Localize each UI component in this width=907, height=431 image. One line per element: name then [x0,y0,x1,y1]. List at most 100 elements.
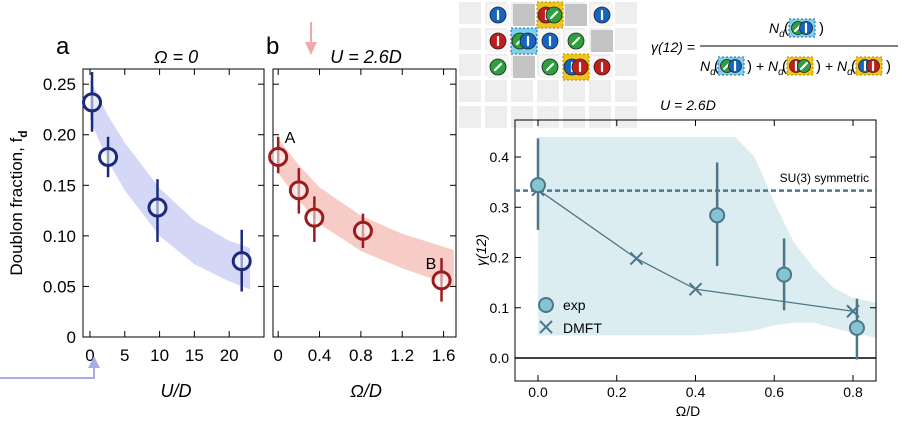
legend-dmft-label: DMFT [563,320,602,336]
panel-label-b: b [266,33,279,60]
lattice-faint-cell [459,28,481,50]
panel-b-xtick-label: 0 [273,346,282,365]
panel-a-xtick-label: 10 [150,346,169,365]
formula-den-n2-symbol: N [768,58,779,74]
formula-numerator-n: Nd [769,20,785,40]
exp-data-point [530,177,546,194]
panel-b-frame [272,68,457,338]
formula-numerator-pair [788,18,816,38]
panel-a-xlabel: U/D [161,381,192,401]
panel-b-data-point [352,220,373,241]
lattice-atom-green-spin [545,62,555,72]
panel-c-ytick-label: 0.3 [490,199,510,215]
panel-c-ytick-label: 0.0 [490,350,510,366]
lattice-faint-cell [615,54,637,76]
exp-data-point [776,266,793,283]
formula-den-pair-1 [717,56,745,76]
panel-c: U = 2.6D 0.00.10.20.30.40.0 0.2 0.4 0.6 0.8 … [473,97,877,419]
lattice-faint-cell [459,106,481,128]
lattice-cell [513,4,535,26]
lattice-atom-green-spin [493,62,503,72]
su3-reference-label: SU(3) symmetric [780,171,869,185]
panel-b-data-point [288,180,309,201]
panel-b-xtick-label: 1.6 [432,346,456,365]
panel-a-ylabel: Doublon fraction, fd [7,130,30,275]
dmft-line [537,189,854,312]
formula-den-n3-symbol: N [837,58,848,74]
formula-den-paren-3: ( [851,58,856,75]
panel-c-band [538,136,877,338]
formula-den-n3-sub: d [847,67,853,78]
legend-exp-label: exp [563,297,586,313]
blue-indicator-arrow-line [0,366,95,379]
formula-paren-close: ) [819,20,824,37]
formula-atom-green-spin [799,61,809,71]
lattice-faint-cell [537,80,559,102]
lattice-faint-cell [511,80,533,102]
lattice-faint-cell [589,80,611,102]
gamma-formula: γ(12) = Nd ( ) Nd ( ) + Nd ( ) + Nd ( ) [651,18,898,78]
panel-a-points [82,72,252,292]
panel-b-data-point [304,207,325,228]
lattice-faint-cell [589,106,611,128]
lattice-faint-cell [615,2,637,24]
panel-b-title: U = 2.6D [330,47,402,67]
panel-c-title: U = 2.6D [660,97,716,113]
exp-data-point [848,319,865,336]
panel-c-ytick-label: 0.1 [490,300,510,316]
panel-a-ytick-label: 0.25 [43,75,76,94]
panel-c-xtick-label: 0.6 [765,384,785,400]
panel-a-data-point [98,146,119,167]
formula-den-paren-2c: ) [816,58,821,75]
formula-den-paren-3c: ) [886,58,891,75]
panel-a-frame [82,68,265,338]
lattice-faint-cell [615,80,637,102]
panel-a-ytick-label: 0.05 [43,277,76,296]
panel-a-xtick-label: 5 [120,346,129,365]
panel-a-band [90,79,251,290]
formula-plus-2: + [825,58,833,74]
panel-c-xtick-label: 0.0 [528,384,548,400]
lattice-faint-cell [459,54,481,76]
panel-b-data-point [431,270,452,291]
lattice-illustration [459,1,637,128]
lattice-faint-cell [537,106,559,128]
formula-numerator-symbol: N [769,20,780,36]
panel-a-data-point [147,197,168,218]
lattice-faint-cell [459,2,481,24]
panel-a-title: Ω = 0 [154,47,198,67]
legend-exp-marker [538,297,554,313]
lattice-faint-cell [459,80,481,102]
panel-a-axis-ticks: 0 0.05 0.10 0.15 0.20 0.25 0 5 10 15 20 [43,69,264,365]
panel-b-xlabel: Ω/D [350,381,382,401]
panel-a-ytick-label: 0.15 [43,176,76,195]
panel-c-xtick-label: 0.8 [843,384,863,400]
panel-a-data-point [231,251,252,272]
lattice-faint-cell [615,28,637,50]
lattice-cell [591,30,613,52]
panel-a-data-point [82,92,103,113]
exp-data-point [709,207,726,224]
panel-a-ytick-label: 0.20 [43,126,76,145]
lattice-atom-green-spin [549,10,559,20]
panel-c-ylabel: γ(12) [473,234,489,266]
panel-b-point-label-a: A [285,130,296,147]
panel-c-xtick-label: 0.4 [686,384,706,400]
lattice-faint-cell [511,106,533,128]
lattice-faint-cell [563,80,585,102]
formula-den-pair-2 [786,56,814,76]
panel-b: U = 2.6D 0 0.4 0.8 1.2 1.6 A B Ω/D [268,22,457,401]
formula-den-n2-sub: d [778,67,784,78]
formula-den-n1-sub: d [710,67,716,78]
panel-b-band [278,138,454,287]
panel-a-xtick-label: 15 [185,346,204,365]
lattice-faint-cell [485,106,507,128]
panel-b-axis-ticks: 0 0.4 0.8 1.2 1.6 [273,69,456,365]
panel-b-xtick-label: 0.8 [349,346,373,365]
panel-a-ytick-label: 0 [67,328,76,347]
lattice-cell [513,56,535,78]
formula-denominator-n2: Nd [768,58,784,78]
panel-b-data-point [268,146,289,167]
panel-b-xtick-label: 0.4 [308,346,332,365]
